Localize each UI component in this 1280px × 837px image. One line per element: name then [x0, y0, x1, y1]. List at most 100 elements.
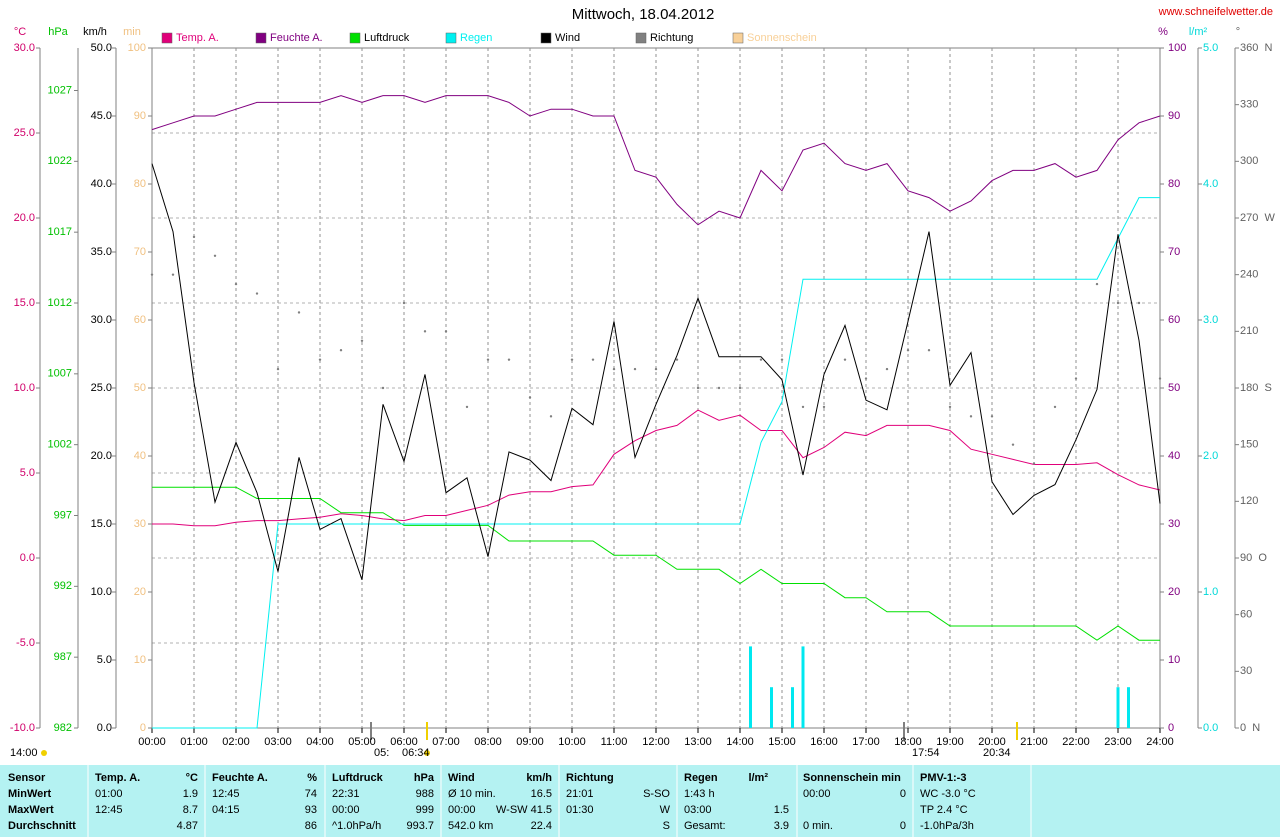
- direction-dot: [318, 358, 322, 361]
- x-tick-label: 09:00: [516, 736, 544, 748]
- y-tick-label: 300: [1240, 155, 1258, 167]
- y-tick-label: 982: [54, 722, 72, 734]
- rain-bar: [1127, 687, 1130, 728]
- y-tick-label: 1017: [48, 226, 72, 238]
- y-tick-label: 150: [1240, 439, 1258, 451]
- table-cell: Richtung: [566, 772, 614, 784]
- direction-dot: [276, 367, 280, 371]
- table-cell: 988: [416, 788, 434, 800]
- y-tick-label: -5.0: [16, 637, 35, 649]
- y-tick-label: 30: [134, 518, 146, 530]
- y-tick-label: 25.0: [91, 382, 112, 394]
- table-cell: 12:45: [212, 788, 240, 800]
- table-cell: 16.5: [531, 788, 552, 800]
- annotation: 05:: [374, 747, 389, 759]
- series-line: [152, 409, 1161, 527]
- direction-dot: [885, 367, 889, 371]
- direction-dot: [864, 377, 868, 380]
- x-tick-label: 08:00: [474, 736, 502, 748]
- table-cell: Durchschnitt: [8, 820, 76, 832]
- rain-bar: [1116, 687, 1120, 728]
- direction-dot: [255, 292, 259, 295]
- direction-dot: [780, 358, 784, 361]
- direction-dot: [738, 386, 742, 390]
- x-tick-label: 22:00: [1062, 736, 1090, 748]
- annotation: 06:34: [402, 747, 430, 759]
- sun-icon: [41, 750, 47, 756]
- direction-dot: [192, 235, 196, 239]
- x-tick-label: 18:00: [894, 736, 922, 748]
- x-tick-label: 23:00: [1104, 736, 1132, 748]
- y-tick-label: 0.0: [1203, 722, 1218, 734]
- x-tick-label: 20:00: [978, 736, 1006, 748]
- direction-dot: [948, 405, 952, 409]
- table-cell: hPa: [414, 772, 435, 784]
- table-cell: 1.9: [183, 788, 198, 800]
- y-tick-label: 5.0: [97, 654, 112, 666]
- y-tick-label: 1012: [48, 297, 72, 309]
- direction-dot: [675, 358, 679, 361]
- series-line: [152, 486, 1160, 641]
- legend-swatch: [161, 32, 173, 44]
- table-cell: 01:30: [566, 804, 594, 816]
- y-tick-label: 20: [1168, 586, 1180, 598]
- direction-dot: [822, 405, 826, 409]
- table-cell: ^1.0hPa/h: [332, 820, 381, 832]
- y-tick-label: 992: [54, 580, 72, 592]
- direction-dot: [1032, 462, 1036, 465]
- stats-background: [0, 765, 1280, 837]
- legend-label: Sonnenschein: [747, 32, 817, 44]
- x-tick-label: 16:00: [810, 736, 838, 748]
- x-tick-label: 19:00: [936, 736, 964, 748]
- rain-bar: [791, 687, 794, 728]
- table-cell: Regen: [684, 772, 718, 784]
- x-tick-label: 17:00: [852, 736, 880, 748]
- y-tick-label: 30: [1168, 518, 1180, 530]
- y-tick-label: 997: [54, 509, 72, 521]
- direction-dot: [402, 301, 406, 305]
- legend-swatch: [635, 32, 647, 44]
- table-cell: 22.4: [531, 820, 552, 832]
- direction-dot: [381, 386, 385, 390]
- table-cell: l/m²: [748, 772, 768, 784]
- direction-dot: [801, 405, 805, 409]
- y-axis-unit: min: [123, 26, 141, 38]
- x-tick-label: 12:00: [642, 736, 670, 748]
- y-tick-label: 30.0: [91, 314, 112, 326]
- direction-dot: [906, 349, 910, 352]
- table-cell: 0 min.: [803, 820, 833, 832]
- direction-dot: [570, 358, 574, 361]
- table-cell: 03:00: [684, 804, 712, 816]
- table-cell: °C: [186, 772, 198, 784]
- direction-dot: [591, 358, 595, 361]
- table-cell: MaxWert: [8, 804, 54, 816]
- table-cell: WC -3.0 °C: [920, 788, 976, 800]
- table-cell: 22:31: [332, 788, 360, 800]
- direction-dot: [423, 330, 427, 333]
- y-tick-label: 0.0: [20, 552, 35, 564]
- y-tick-label: 240: [1240, 269, 1258, 281]
- table-cell: km/h: [526, 772, 552, 784]
- table-cell: 8.7: [183, 804, 198, 816]
- table-cell: Sensor: [8, 772, 46, 784]
- y-axis-unit: km/h: [83, 26, 107, 38]
- direction-dot: [1137, 301, 1141, 305]
- legend-swatch: [349, 32, 361, 44]
- y-tick-label: 50: [134, 382, 146, 394]
- y-tick-label: 15.0: [14, 297, 35, 309]
- direction-dot: [717, 386, 721, 390]
- y-tick-label: 60: [1240, 609, 1252, 621]
- annotation: 17:54: [912, 747, 940, 759]
- y-tick-label: 20: [134, 586, 146, 598]
- y-tick-label: 10: [134, 654, 146, 666]
- x-tick-label: 13:00: [684, 736, 712, 748]
- y-tick-label: 20.0: [14, 212, 35, 224]
- y-tick-label: 45.0: [91, 110, 112, 122]
- y-tick-label: 0 N: [1240, 722, 1260, 734]
- series-line: [152, 197, 1160, 729]
- y-tick-label: 30: [1240, 665, 1252, 677]
- y-axis-unit: l/m²: [1189, 26, 1208, 38]
- direction-dot: [990, 415, 994, 418]
- direction-dot: [759, 358, 763, 361]
- y-tick-label: 210: [1240, 325, 1258, 337]
